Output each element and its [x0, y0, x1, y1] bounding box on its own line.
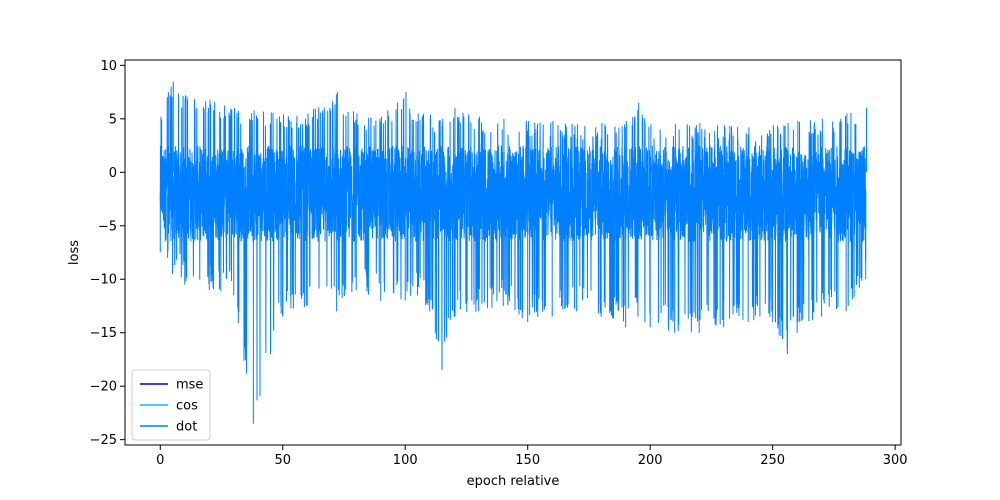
y-tick-label: 0 [109, 166, 117, 181]
y-tick-label: −10 [90, 273, 117, 288]
x-tick-label: 0 [156, 453, 164, 468]
y-tick-label: −15 [90, 326, 117, 341]
x-tick-label: 100 [393, 453, 418, 468]
y-tick-label: −5 [98, 219, 117, 234]
y-tick-label: −25 [90, 433, 117, 448]
series-layer [159, 81, 867, 424]
x-tick-label: 250 [760, 453, 785, 468]
x-tick-label: 300 [883, 453, 908, 468]
x-axis-title: epoch relative [467, 474, 560, 489]
x-tick-label: 150 [515, 453, 540, 468]
legend-label-dot: dot [176, 420, 197, 435]
x-tick-label: 200 [638, 453, 663, 468]
plot-frame [124, 59, 902, 446]
x-tick-label: 50 [274, 453, 291, 468]
y-axis: −25 −20 −15 −10 −5 0 5 10 [90, 59, 125, 448]
legend-label-mse: mse [176, 378, 203, 393]
legend-box [131, 369, 211, 441]
y-axis-title: loss [67, 240, 82, 265]
legend: mse cos dot [131, 369, 211, 441]
y-tick-label: −20 [90, 380, 117, 395]
series-line-dot [159, 86, 867, 401]
legend-label-cos: cos [176, 399, 198, 414]
y-tick-label: 10 [100, 59, 117, 74]
x-axis: 0 50 100 150 200 250 300 [156, 445, 908, 468]
y-tick-label: 5 [109, 112, 117, 127]
